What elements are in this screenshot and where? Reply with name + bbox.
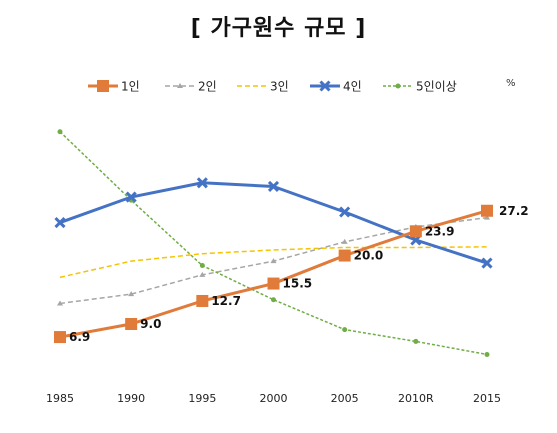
data-point <box>57 300 63 306</box>
x-tick-label: 2015 <box>473 392 501 405</box>
data-label: 20.0 <box>354 249 384 263</box>
data-point <box>196 177 208 189</box>
data-label: 12.7 <box>211 294 241 308</box>
x-tick-label: 2010R <box>398 392 434 405</box>
data-point <box>484 351 490 357</box>
data-point <box>128 291 135 297</box>
series-line-3 <box>59 246 488 279</box>
legend-marker <box>395 83 401 89</box>
data-point <box>271 297 276 303</box>
chart-title: [ 가구원수 규모 ] <box>190 16 367 41</box>
data-point <box>125 191 137 203</box>
legend-item: 5인이상 <box>383 80 457 94</box>
legend: 1인 2인 3인 4인 5인이상 <box>88 80 457 94</box>
legend-marker <box>97 80 109 92</box>
data-label: 15.5 <box>283 277 313 291</box>
data-point <box>481 257 493 269</box>
data-point <box>339 206 351 218</box>
data-point <box>199 271 206 277</box>
legend-item: 3인 <box>237 80 289 94</box>
data-label: 6.9 <box>69 330 90 344</box>
legend-item: 2인 <box>165 80 217 94</box>
data-point <box>54 217 66 229</box>
data-point <box>409 225 422 238</box>
legend-item: 1인 <box>88 80 140 94</box>
data-labels: 6.9 9.0 12.7 15.5 20.0 23.9 27.2 <box>69 204 529 344</box>
legend-label: 5인이상 <box>416 80 457 94</box>
data-point <box>125 318 138 330</box>
x-tick-label: 1995 <box>188 392 216 405</box>
x-tick-label: 1990 <box>117 392 145 405</box>
x-tick-label: 1985 <box>46 392 74 405</box>
legend-item: 4인 <box>310 80 362 94</box>
legend-marker <box>177 83 183 88</box>
data-point <box>342 327 348 333</box>
series-line-4 <box>59 181 488 265</box>
data-point <box>54 331 66 344</box>
data-label: 23.9 <box>425 224 455 238</box>
series-markers <box>54 129 493 357</box>
legend-label: 2인 <box>198 80 217 94</box>
data-point <box>484 214 490 220</box>
data-point <box>196 294 209 307</box>
legend-label: 3인 <box>270 80 289 94</box>
x-tick-label: 2005 <box>331 392 359 405</box>
x-tick-label: 2000 <box>260 392 288 405</box>
x-axis: 1985 1990 1995 2000 2005 2010R 2015 <box>46 392 501 405</box>
data-point <box>481 204 493 217</box>
series-lines <box>59 131 488 356</box>
data-point <box>57 129 63 135</box>
data-label: 9.0 <box>140 317 161 331</box>
unit-label: % <box>506 78 516 89</box>
data-point <box>199 263 205 269</box>
data-point <box>267 277 280 290</box>
legend-label: 4인 <box>343 80 362 94</box>
data-point <box>341 238 348 244</box>
data-point <box>338 249 351 262</box>
data-point <box>270 258 277 264</box>
legend-label: 1인 <box>121 80 140 94</box>
data-point <box>413 338 419 344</box>
data-label: 27.2 <box>499 204 529 218</box>
series-line-1 <box>59 209 488 339</box>
data-point <box>267 180 280 193</box>
legend-marker <box>319 80 331 92</box>
